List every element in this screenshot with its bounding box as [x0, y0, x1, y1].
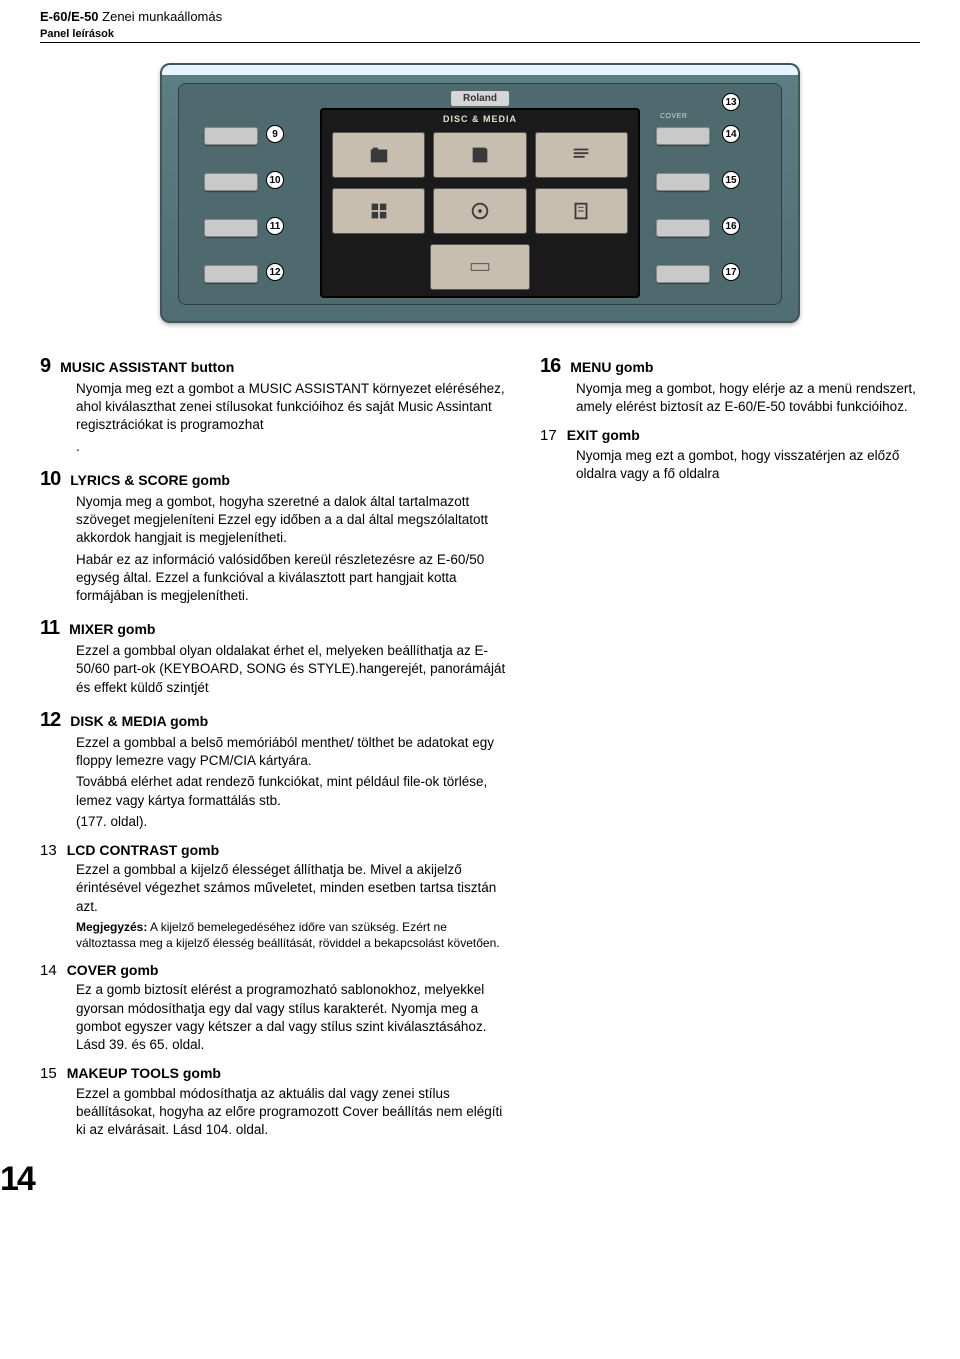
- item-number: 13: [40, 841, 57, 861]
- item-body: Ez a gomb biztosít elérést a programozha…: [76, 981, 510, 1054]
- lcd-screen: DISC & MEDIA: [320, 108, 640, 298]
- item-number: 11: [40, 615, 59, 642]
- lcd-text-icon: [535, 132, 628, 178]
- description-item: 12 DISK & MEDIA gomb Ezzel a gombbal a bel…: [40, 707, 510, 831]
- right-column: 16 MENU gomb Nyomja meg a gombot, hogy elé…: [540, 353, 920, 1149]
- item-paragraph: (177. oldal).: [76, 813, 510, 831]
- callout-15: 15: [722, 171, 740, 189]
- item-body: Nyomja meg a gombot, hogyha szeretné a d…: [76, 493, 510, 605]
- item-paragraph: Nyomja meg a gombot, hogyha szeretné a d…: [76, 493, 510, 548]
- description-item: 17 EXIT gomb Nyomja meg ezt a gombot, hogy…: [540, 426, 920, 483]
- item-body: Nyomja meg ezt a gombot, hogy visszatérj…: [576, 447, 920, 483]
- description-item: 16 MENU gomb Nyomja meg a gombot, hogy elé…: [540, 353, 920, 416]
- item-paragraph: Nyomja meg ezt a gombot, hogy visszatérj…: [576, 447, 920, 483]
- item-paragraph: Ezzel a gombbal a belsõ memóriából menth…: [76, 734, 510, 770]
- header-title-light: Zenei munkaállomás: [99, 9, 223, 24]
- callout-16: 16: [722, 217, 740, 235]
- panel-button: [656, 219, 710, 237]
- item-paragraph: Ezzel a gombbal módosíthatja az aktuális…: [76, 1085, 510, 1140]
- item-number: 16: [540, 353, 560, 380]
- item-paragraph: Nyomja meg ezt a gombot a MUSIC ASSISTAN…: [76, 380, 510, 435]
- panel-label-cover: COVER: [660, 113, 687, 120]
- item-number: 9: [40, 353, 50, 380]
- item-title: COVER gomb: [67, 961, 159, 980]
- lcd-title: DISC & MEDIA: [320, 114, 640, 124]
- item-paragraph: .: [76, 438, 510, 456]
- item-number: 14: [40, 961, 57, 981]
- header-title: E-60/E-50: [40, 9, 99, 24]
- item-body: Ezzel a gombbal a kijelző élességet állí…: [76, 861, 510, 951]
- panel-button: [656, 173, 710, 191]
- callout-13: 13: [722, 93, 740, 111]
- item-title: MAKEUP TOOLS gomb: [67, 1064, 221, 1083]
- item-paragraph: Ezzel a gombbal a kijelző élességet állí…: [76, 861, 510, 916]
- description-item: 14 COVER gombEz a gomb biztosít elérést a…: [40, 961, 510, 1054]
- callout-17: 17: [722, 263, 740, 281]
- lcd-data-icon: [535, 188, 628, 234]
- item-title: MUSIC ASSISTANT button: [60, 358, 234, 377]
- item-number: 17: [540, 426, 557, 446]
- item-title: MIXER gomb: [69, 620, 155, 639]
- lcd-bottom-icon: [430, 244, 530, 290]
- item-title: MENU gomb: [570, 358, 653, 377]
- item-title: DISK & MEDIA gomb: [70, 712, 208, 731]
- page-number: 14: [0, 1160, 34, 1199]
- item-body: Ezzel a gombbal módosíthatja az aktuális…: [76, 1085, 510, 1140]
- item-body: Ezzel a gombbal a belsõ memóriából menth…: [76, 734, 510, 831]
- item-body: Nyomja meg a gombot, hogy elérje az a me…: [576, 380, 920, 416]
- left-column: 9 MUSIC ASSISTANT button Nyomja meg ezt a …: [40, 353, 510, 1149]
- item-paragraph: Ez a gomb biztosít elérést a programozha…: [76, 981, 510, 1054]
- lcd-save-icon: [433, 132, 526, 178]
- description-item: 9 MUSIC ASSISTANT button Nyomja meg ezt a …: [40, 353, 510, 456]
- item-body: Ezzel a gombbal olyan oldalakat érhet el…: [76, 642, 510, 697]
- lcd-grid-icon: [332, 188, 425, 234]
- item-note: Megjegyzés: A kijelző bemelegedéséhez id…: [76, 919, 510, 951]
- item-title: LCD CONTRAST gomb: [67, 841, 219, 860]
- callout-11: 11: [266, 217, 284, 235]
- lcd-disk-icon: [433, 188, 526, 234]
- item-number: 15: [40, 1064, 57, 1084]
- item-paragraph: Habár ez az információ valósidőben kereü…: [76, 551, 510, 606]
- note-label: Megjegyzés:: [76, 920, 147, 934]
- item-paragraph: Nyomja meg a gombot, hogy elérje az a me…: [576, 380, 920, 416]
- panel-button: [204, 127, 258, 145]
- item-paragraph: Ezzel a gombbal olyan oldalakat érhet el…: [76, 642, 510, 697]
- callout-12: 12: [266, 263, 284, 281]
- panel-button: [204, 219, 258, 237]
- description-item: 10 LYRICS & SCORE gomb Nyomja meg a gombot…: [40, 466, 510, 605]
- header-subtitle: Panel leírások: [40, 28, 920, 40]
- description-item: 15 MAKEUP TOOLS gomb Ezzel a gombbal módos…: [40, 1064, 510, 1139]
- panel-button: [204, 173, 258, 191]
- item-number: 10: [40, 466, 60, 493]
- device-illustration: Roland DISC & MEDIA: [160, 63, 800, 323]
- callout-10: 10: [266, 171, 284, 189]
- item-body: Nyomja meg ezt a gombot a MUSIC ASSISTAN…: [76, 380, 510, 456]
- lcd-load-icon: [332, 132, 425, 178]
- item-title: EXIT gomb: [567, 426, 640, 445]
- item-title: LYRICS & SCORE gomb: [70, 471, 230, 490]
- panel-button: [656, 127, 710, 145]
- callout-9: 9: [266, 125, 284, 143]
- brand-logo: Roland: [451, 91, 509, 106]
- panel-button: [656, 265, 710, 283]
- panel-button: [204, 265, 258, 283]
- item-number: 12: [40, 707, 60, 734]
- description-item: 11 MIXER gomb Ezzel a gombbal olyan oldala…: [40, 615, 510, 697]
- callout-14: 14: [722, 125, 740, 143]
- item-paragraph: Továbbá elérhet adat rendezõ funkciókat,…: [76, 773, 510, 809]
- description-item: 13 LCD CONTRAST gombEzzel a gombbal a kij…: [40, 841, 510, 951]
